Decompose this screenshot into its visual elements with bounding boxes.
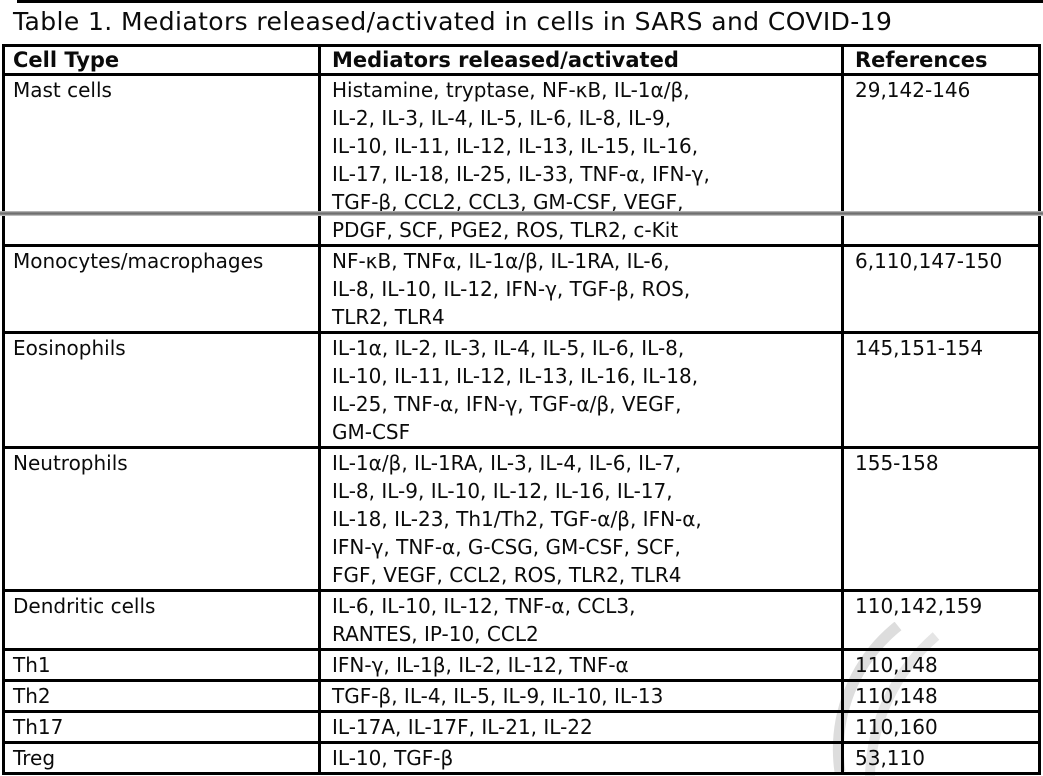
cell-type-cell-text: Eosinophils (13, 336, 126, 360)
table-row: Th1 IFN-γ, IL-1β, IL-2, IL-12, TNF-α 110,1… (5, 651, 1038, 682)
mediators-cell-text: IFN-γ, TNF-α, G-CSG, GM-CSF, SCF, (332, 535, 681, 559)
mediators-cell: PDGF, SCF, PGE2, ROS, TLR2, c-Kit (318, 216, 841, 247)
mediators-cell: Histamine, tryptase, NF-κB, IL-1α/β, IL-2… (318, 76, 841, 216)
mediators-cell-text: IL-25, TNF-α, IFN-γ, TGF-α/β, VEGF, (332, 392, 682, 416)
mediators-cell-text: TLR2, TLR4 (332, 305, 445, 329)
references-cell: 110,160 (841, 713, 1038, 744)
cell-type-cell: Dendritic cells (5, 592, 318, 651)
column-header-cell-type: Cell Type (5, 47, 318, 76)
references-cell (841, 216, 1038, 247)
cell-type-cell: Th2 (5, 682, 318, 713)
mediators-cell-text: IL-10, IL-11, IL-12, IL-13, IL-15, IL-16… (332, 134, 699, 158)
table-row: Neutrophils IL-1α/β, IL-1RA, IL-3, IL-4, … (5, 449, 1038, 592)
references-cell: 6,110,147-150 (841, 247, 1038, 334)
references-cell-text: 110,142,159 (855, 594, 983, 618)
column-header-mediators: Mediators released/activated (318, 47, 841, 76)
cell-type-cell-text: Th1 (13, 653, 51, 677)
cell-type-cell-text: Monocytes/macrophages (13, 249, 264, 273)
references-cell-text: 110,148 (855, 684, 938, 708)
mediators-cell-text: IL-2, IL-3, IL-4, IL-5, IL-6, IL-8, IL-9… (332, 106, 672, 130)
references-cell: 29,142-146 (841, 76, 1038, 216)
cell-type-cell: Mast cells (5, 76, 318, 216)
cell-type-cell: Eosinophils (5, 334, 318, 449)
table-header: Cell Type Mediators released/activated R… (5, 47, 1038, 76)
references-cell-text (855, 216, 1034, 244)
mediators-cell-text: IL-8, IL-10, IL-12, IFN-γ, TGF-β, ROS, (332, 277, 691, 301)
mediators-cell: TGF-β, IL-4, IL-5, IL-9, IL-10, IL-13 (318, 682, 841, 713)
mediators-cell-text: IL-1α, IL-2, IL-3, IL-4, IL-5, IL-6, IL-… (332, 336, 685, 360)
mediators-cell-text: IL-18, IL-23, Th1/Th2, TGF-α/β, IFN-α, (332, 507, 702, 531)
cell-type-cell-text: Th17 (13, 715, 64, 739)
cell-type-cell-text: Dendritic cells (13, 594, 156, 618)
cell-type-cell-text: Th2 (13, 684, 51, 708)
references-cell: 110,148 (841, 651, 1038, 682)
mediators-cell-text: IL-17, IL-18, IL-25, IL-33, TNF-α, IFN-γ… (332, 162, 710, 186)
references-cell: 155-158 (841, 449, 1038, 592)
cell-type-cell: Neutrophils (5, 449, 318, 592)
table-row: Th2 TGF-β, IL-4, IL-5, IL-9, IL-10, IL-13… (5, 682, 1038, 713)
mediators-cell: IL-1α/β, IL-1RA, IL-3, IL-4, IL-6, IL-7,… (318, 449, 841, 592)
mediators-cell-text: IL-1α/β, IL-1RA, IL-3, IL-4, IL-6, IL-7, (332, 451, 682, 475)
mediators-cell-text: IL-17A, IL-17F, IL-21, IL-22 (332, 715, 593, 739)
mediators-cell-text: RANTES, IP-10, CCL2 (332, 622, 539, 646)
mediators-cell: IL-10, TGF-β (318, 744, 841, 772)
references-cell: 110,148 (841, 682, 1038, 713)
mediators-cell-text: IL-10, IL-11, IL-12, IL-13, IL-16, IL-18… (332, 364, 699, 388)
table-body: Mast cells Histamine, tryptase, NF-κB, IL… (5, 76, 1038, 772)
mediators-cell-text: Histamine, tryptase, NF-κB, IL-1α/β, (332, 78, 690, 102)
mediators-cell-text: FGF, VEGF, CCL2, ROS, TLR2, TLR4 (332, 563, 682, 587)
references-cell: 53,110 (841, 744, 1038, 772)
table-row: Monocytes/macrophages NF-κB, TNFα, IL-1α/… (5, 247, 1038, 334)
header-row: Cell Type Mediators released/activated R… (5, 47, 1038, 76)
cell-type-cell: Th17 (5, 713, 318, 744)
references-cell-text: 53,110 (855, 746, 925, 770)
mediators-cell-text: NF-κB, TNFα, IL-1α/β, IL-1RA, IL-6, (332, 249, 670, 273)
cell-type-cell-text: Mast cells (13, 78, 112, 102)
mediators-cell: IL-1α, IL-2, IL-3, IL-4, IL-5, IL-6, IL-… (318, 334, 841, 449)
mediators-cell-text: PDGF, SCF, PGE2, ROS, TLR2, c-Kit (332, 218, 679, 242)
references-cell: 145,151-154 (841, 334, 1038, 449)
mediators-cell: IL-6, IL-10, IL-12, TNF-α, CCL3, RANTES, … (318, 592, 841, 651)
references-cell-text: 29,142-146 (855, 78, 971, 102)
table-row: Th17 IL-17A, IL-17F, IL-21, IL-22 110,160 (5, 713, 1038, 744)
references-cell-text: 145,151-154 (855, 336, 984, 360)
column-header-references: References (841, 47, 1038, 76)
cell-type-cell-text: Neutrophils (13, 451, 128, 475)
table-caption: Table 1. Mediators released/activated in… (13, 7, 893, 36)
references-cell-text: 6,110,147-150 (855, 249, 1003, 273)
cell-type-cell (5, 216, 318, 247)
mediators-cell-text: TGF-β, IL-4, IL-5, IL-9, IL-10, IL-13 (332, 684, 664, 708)
mediators-cell: IL-17A, IL-17F, IL-21, IL-22 (318, 713, 841, 744)
table-row: PDGF, SCF, PGE2, ROS, TLR2, c-Kit (5, 216, 1038, 247)
mediators-cell-text: IFN-γ, IL-1β, IL-2, IL-12, TNF-α (332, 653, 629, 677)
references-cell-text: 110,160 (855, 715, 938, 739)
table-row: Dendritic cells IL-6, IL-10, IL-12, TNF-α… (5, 592, 1038, 651)
cell-type-cell: Monocytes/macrophages (5, 247, 318, 334)
references-cell-text: 155-158 (855, 451, 939, 475)
mediators-cell: NF-κB, TNFα, IL-1α/β, IL-1RA, IL-6, IL-8,… (318, 247, 841, 334)
mediators-table: Cell Type Mediators released/activated R… (2, 44, 1041, 775)
cell-type-cell-text (13, 216, 314, 244)
mediators-cell-text: IL-6, IL-10, IL-12, TNF-α, CCL3, (332, 594, 636, 618)
references-cell-text: 110,148 (855, 653, 938, 677)
references-cell: 110,142,159 (841, 592, 1038, 651)
cell-type-cell: Th1 (5, 651, 318, 682)
cell-type-cell-text: Treg (13, 746, 56, 770)
cell-type-cell: Treg (5, 744, 318, 772)
mediators-cell: IFN-γ, IL-1β, IL-2, IL-12, TNF-α (318, 651, 841, 682)
table-row: Mast cells Histamine, tryptase, NF-κB, IL… (5, 76, 1038, 216)
mediators-cell-text: IL-10, TGF-β (332, 746, 454, 770)
mediators-cell-text: TGF-β, CCL2, CCL3, GM-CSF, VEGF, (332, 190, 684, 214)
table-row: Treg IL-10, TGF-β 53,110 (5, 744, 1038, 772)
top-rule (17, 0, 1043, 3)
table-row: Eosinophils IL-1α, IL-2, IL-3, IL-4, IL-5… (5, 334, 1038, 449)
pdf-page-break-line (0, 211, 1043, 216)
mediators-cell-text: GM-CSF (332, 420, 411, 444)
mediators-cell-text: IL-8, IL-9, IL-10, IL-12, IL-16, IL-17, (332, 479, 673, 503)
